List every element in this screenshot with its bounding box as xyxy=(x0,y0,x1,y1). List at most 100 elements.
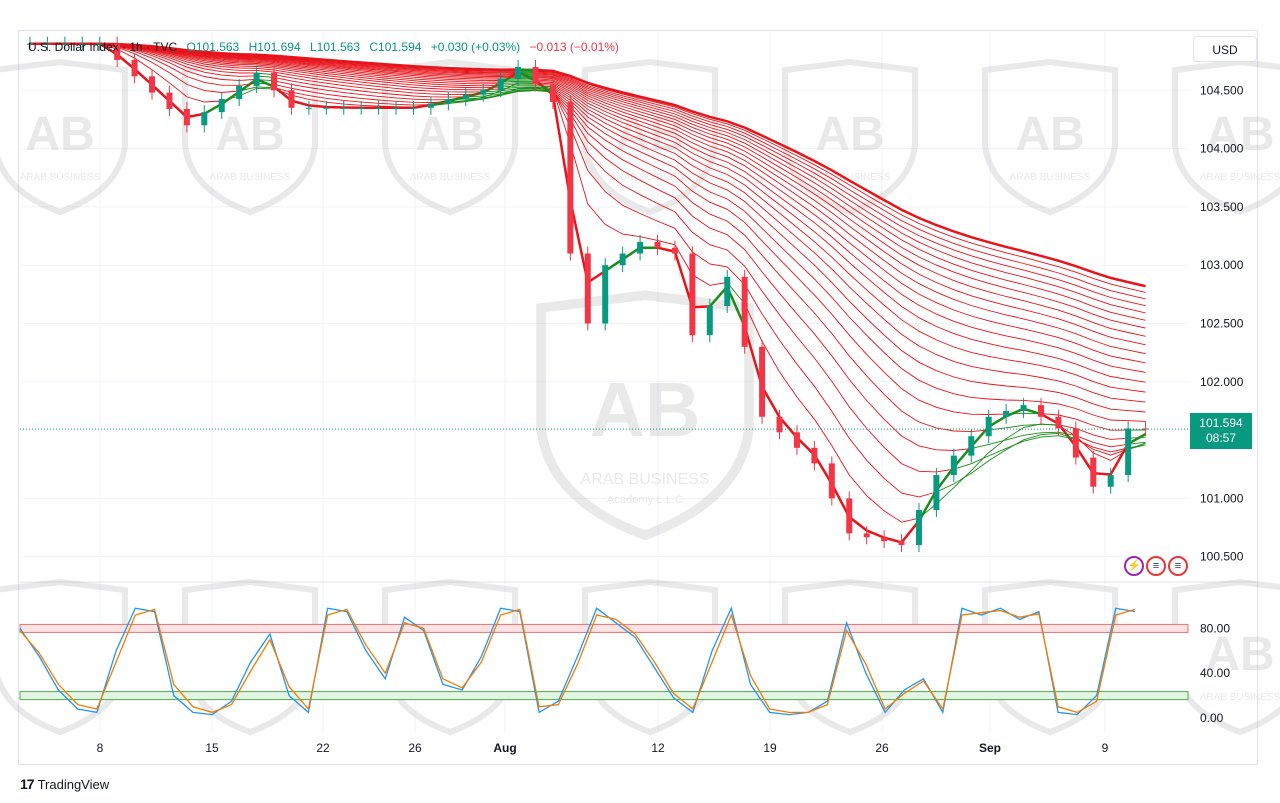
watermark-name: ARAB BUSINESS xyxy=(581,471,710,488)
us-flag-icon[interactable]: ≡ xyxy=(1146,556,1166,576)
candle-body xyxy=(61,43,68,45)
candle-body xyxy=(1125,428,1132,476)
candle-body xyxy=(724,276,731,306)
candle-body xyxy=(584,253,591,324)
y-tick-label: 103.500 xyxy=(1200,200,1244,214)
candle-body xyxy=(1003,410,1010,417)
ema-line xyxy=(273,83,449,103)
tradingview-logo-icon: 17 xyxy=(20,776,35,792)
watermark-logo-text: AB xyxy=(815,108,884,161)
ema-line xyxy=(535,72,1146,307)
y-tick-label: 100.500 xyxy=(1200,550,1244,564)
shield-outline xyxy=(1172,58,1280,216)
candle-body xyxy=(1037,405,1044,417)
x-tick-label: 26 xyxy=(408,741,422,755)
ema-line xyxy=(117,45,257,77)
high-value: H101.694 xyxy=(248,40,301,54)
candle-body xyxy=(846,498,853,534)
watermark-name: ARAB BUSINESS xyxy=(20,172,101,183)
stoch-y-tick-label: 0.00 xyxy=(1200,711,1224,725)
candle-body xyxy=(340,107,347,109)
x-tick-label: 8 xyxy=(97,741,104,755)
candle-body xyxy=(549,84,556,102)
candle-body xyxy=(689,253,696,336)
candle-body xyxy=(654,241,661,248)
ema-line xyxy=(988,423,1059,431)
ema-line xyxy=(657,246,710,309)
ema-line xyxy=(535,77,1146,346)
watermark-shield: AB ARAB BUSINESS Academy L.L.C xyxy=(536,290,754,541)
candle-body xyxy=(410,107,417,109)
candle-body xyxy=(96,43,103,45)
lightning-icon[interactable]: ⚡ xyxy=(1124,556,1144,576)
x-tick-label: 9 xyxy=(1102,741,1109,755)
candle-body xyxy=(671,247,678,254)
candle-body xyxy=(79,43,86,45)
stoch-y-tick-label: 80.00 xyxy=(1200,621,1230,635)
ema-line xyxy=(500,86,553,90)
x-tick-label: Sep xyxy=(979,741,1001,755)
event-icons: ⚡ ≡ ≡ xyxy=(1124,556,1188,576)
candle-body xyxy=(532,66,539,85)
watermark-name: ARAB BUSINESS xyxy=(1010,172,1091,183)
us-flag-icon-2[interactable]: ≡ xyxy=(1168,556,1188,576)
stoch-band-fill xyxy=(20,628,1188,696)
ema-line xyxy=(500,85,553,88)
ema-line xyxy=(465,89,553,98)
symbol-label[interactable]: U.S. Dollar Index · 1h · TVC xyxy=(28,40,178,54)
candle-body xyxy=(271,72,278,91)
tradingview-brand[interactable]: 17 TradingView xyxy=(20,776,109,792)
ema-line xyxy=(273,87,431,106)
axes: 104.500 104.000 103.500 103.000 102.500 102.0… xyxy=(97,83,1244,755)
y-tick-label: 104.000 xyxy=(1200,142,1244,156)
candle-body xyxy=(358,107,365,109)
change-value: +0.030 (+0.03%) xyxy=(430,40,521,54)
watermark-name: ARAB BUSINESS xyxy=(810,172,891,183)
watermark-logo-text: AB xyxy=(25,108,94,161)
candle-body xyxy=(44,43,51,45)
candle-body xyxy=(1055,416,1062,429)
candle-body xyxy=(793,432,800,448)
ema-line xyxy=(535,80,1146,373)
candle-body xyxy=(950,455,957,476)
candle-body xyxy=(288,90,295,108)
candle-body xyxy=(1072,428,1079,458)
shield-outline xyxy=(182,58,318,216)
candle-body xyxy=(427,103,434,108)
ema-line xyxy=(918,423,1059,519)
candle-body xyxy=(253,72,260,86)
ema-line xyxy=(535,83,1146,393)
ema-line xyxy=(273,88,431,108)
close-value: C101.594 xyxy=(369,40,422,54)
watermark-logo-text: AB xyxy=(590,367,701,453)
watermark-logo-text: AB xyxy=(215,108,284,161)
ema-line xyxy=(535,74,1146,329)
ema-line xyxy=(221,87,275,102)
candle-body xyxy=(131,59,138,77)
currency-button[interactable]: USD xyxy=(1193,36,1257,62)
ema-line xyxy=(535,76,1146,337)
stochastic-panel xyxy=(19,606,1189,716)
stoch-d-line xyxy=(19,608,1136,714)
ema-line xyxy=(936,432,1076,493)
last-price-tag: 101.594 08:57 xyxy=(1190,413,1252,449)
candle-body xyxy=(637,241,644,254)
indicator-change-value: −0.013 (−0.01%) xyxy=(529,40,619,54)
watermark-name: ARAB BUSINESS xyxy=(210,172,291,183)
bar-countdown: 08:57 xyxy=(1205,431,1237,445)
candle-body xyxy=(567,101,574,254)
candle-body xyxy=(218,99,225,113)
overbought-band xyxy=(19,623,1189,633)
ema-line xyxy=(552,91,972,451)
ema-line xyxy=(117,43,501,82)
ema-line xyxy=(535,71,1146,300)
candle-body xyxy=(149,76,156,93)
watermark-logo-text: AB xyxy=(1205,628,1274,681)
candle-body xyxy=(602,265,609,324)
ema-line xyxy=(552,89,1146,422)
y-tick-label: 102.000 xyxy=(1200,375,1244,389)
